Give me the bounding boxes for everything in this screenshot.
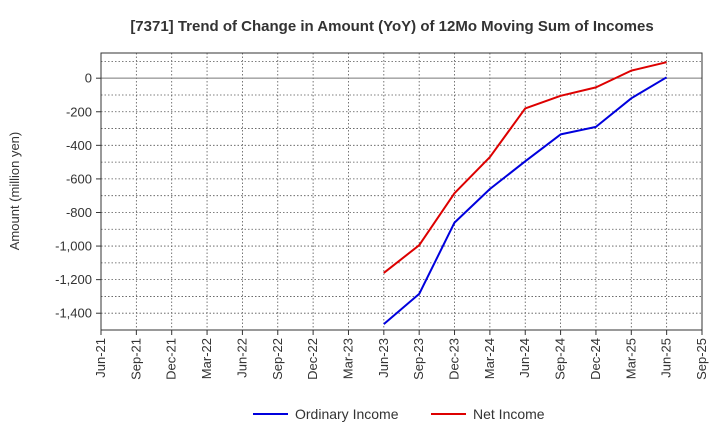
x-tick-label: Sep-23 <box>411 338 426 380</box>
x-tick-label: Jun-21 <box>93 338 108 378</box>
ordinary-income-line <box>383 76 668 325</box>
series-lines <box>383 61 668 325</box>
x-tick-label: Mar-24 <box>482 338 497 379</box>
x-tick-label: Sep-22 <box>270 338 285 380</box>
x-tick-label: Jun-24 <box>517 338 532 378</box>
y-tick-label: -1,200 <box>55 272 92 287</box>
y-tick-label: -600 <box>66 171 92 186</box>
plot-area <box>101 53 702 330</box>
x-tick-label: Jun-25 <box>659 338 674 378</box>
y-tick-label: -1,000 <box>55 239 92 254</box>
y-tick-label: -800 <box>66 205 92 220</box>
x-tick-label: Jun-23 <box>376 338 391 378</box>
x-tick-label: Mar-23 <box>340 338 355 379</box>
plot-background <box>101 53 702 330</box>
x-tick-label: Mar-25 <box>623 338 638 379</box>
plot-frame <box>100 52 703 331</box>
x-axis-ticks: Jun-21 Sep-21 Dec-21 Mar-22 Jun-22 Sep-22 Dec-… <box>93 330 709 380</box>
y-tick-label: 0 <box>85 71 92 86</box>
y-tick-label: -200 <box>66 104 92 119</box>
y-axis-ticks: 0 -200 -400 -600 -800 -1,000 -1,200 -1,400 <box>55 71 101 321</box>
x-tick-label: Dec-21 <box>164 338 179 380</box>
x-tick-label: Dec-24 <box>588 338 603 380</box>
x-tick-label: Sep-25 <box>694 338 709 380</box>
x-tick-label: Sep-21 <box>128 338 143 380</box>
x-tick-label: Sep-24 <box>553 338 568 380</box>
x-tick-label: Dec-22 <box>305 338 320 380</box>
plot-border <box>100 52 703 331</box>
net-income-legend-label: Net Income <box>473 406 545 422</box>
ordinary-income-legend-label: Ordinary Income <box>295 406 399 422</box>
x-tick-label: Jun-22 <box>234 338 249 378</box>
y-tick-label: -400 <box>66 138 92 153</box>
chart-title: [7371] Trend of Change in Amount (YoY) o… <box>130 18 653 35</box>
x-tick-label: Mar-22 <box>199 338 214 379</box>
legend: Ordinary Income Net Income <box>253 406 545 422</box>
net-income-line <box>383 61 667 274</box>
x-tick-label: Dec-23 <box>447 338 462 380</box>
y-tick-label: -1,400 <box>55 306 92 321</box>
y-axis-label: Amount (million yen) <box>7 132 22 251</box>
